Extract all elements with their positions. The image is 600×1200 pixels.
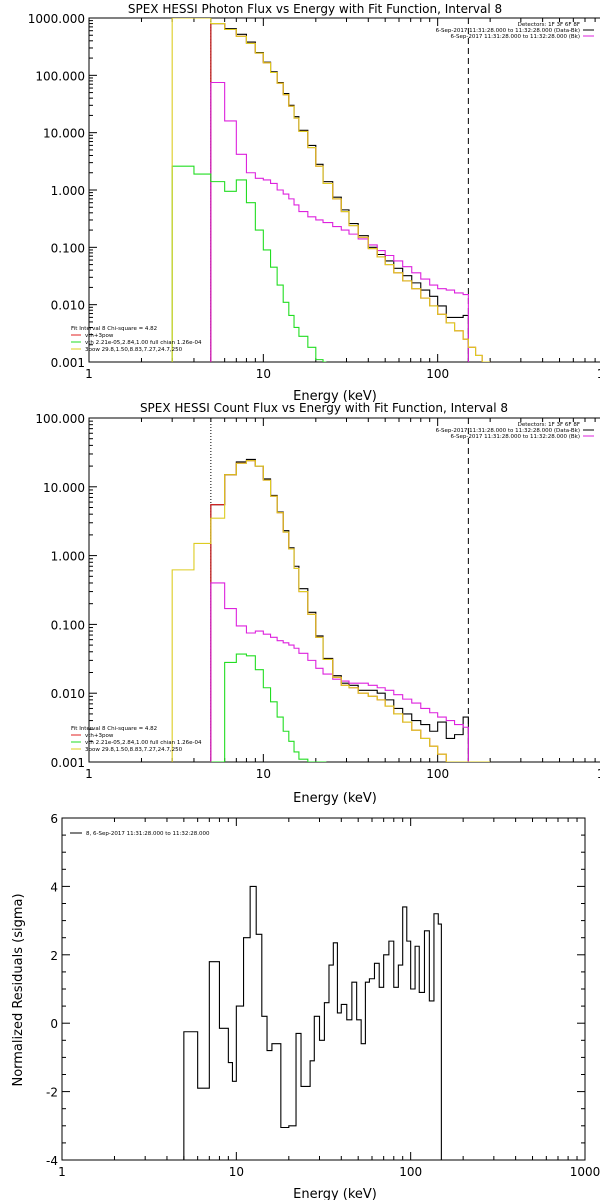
photon-header-legend-text: Detectors: 1F 3F 6F 8F	[518, 22, 580, 28]
count-series-3pow	[171, 460, 491, 762]
photon-fit-legend-text: Fit Interval 8 Chi-square = 4.82	[71, 326, 157, 332]
photon-ytick-label: 1000.000	[28, 12, 85, 26]
photon-series-group	[171, 18, 491, 362]
count-ytick-label: 0.100	[51, 618, 85, 632]
photon-ytick-label: 0.100	[51, 241, 85, 255]
count-fit-legend-text: 3pow 29.8,1.50,8.83,7.27,24.7,250	[85, 747, 183, 753]
count-xtick-label: 10	[256, 767, 271, 781]
photon-header-legend-text: 6-Sep-2017 11:31:28.000 to 11:32:28.000 …	[451, 34, 581, 40]
photon-plot-xlabel: Energy (keV)	[293, 389, 377, 404]
residuals-ytick-label: 0	[50, 1017, 58, 1031]
residuals-plot-ylabel: Normalized Residuals (sigma)	[11, 893, 26, 1086]
count-header-legend-text: Detectors: 1F 3F 6F 8F	[518, 422, 580, 428]
photon-xtick-label: 100	[426, 367, 449, 381]
count-series-group	[171, 458, 491, 762]
count-plot-frame	[88, 417, 600, 763]
residuals-plot-xlabel: Energy (keV)	[293, 1187, 377, 1200]
count-fit-legend-text: vth+3pow	[85, 733, 114, 739]
photon-xtick-label: 1000	[597, 367, 600, 381]
count-fit-legend-text: vth 2.21e-05,2.84,1.00 full chian 1.26e-…	[85, 740, 202, 746]
residuals-ytick-label: -4	[46, 1154, 58, 1168]
residuals-ytick-label: 2	[50, 949, 58, 963]
photon-ytick-label: 10.000	[43, 127, 85, 141]
photon-series-vth	[171, 165, 327, 362]
count-ytick-label: 1.000	[51, 550, 85, 564]
photon-ytick-label: 100.000	[35, 69, 85, 83]
count-plot-xlabel: Energy (keV)	[293, 791, 377, 806]
residuals-xtick-label: 10	[229, 1165, 244, 1179]
photon-xtick-label: 10	[256, 367, 271, 381]
photon-series-6-sep-2017-11-31-28-000-	[210, 81, 469, 362]
count-xtick-label: 100	[426, 767, 449, 781]
count-header-legend-text: 6-Sep-2017 11:31:28.000 to 11:32:28.000 …	[436, 428, 580, 434]
photon-fit-legend-text: vth 2.21e-05,2.84,1.00 full chian 1.26e-…	[85, 340, 202, 346]
photon-ytick-label: 0.010	[51, 299, 85, 313]
residuals-xtick-label: 100	[399, 1165, 422, 1179]
photon-fit-legend-text: vth+3pow	[85, 333, 114, 339]
count-ytick-label: 10.000	[43, 481, 85, 495]
residuals-series-8-6-sep-2017-11-31-28-00	[183, 885, 442, 1160]
photon-series-3pow	[171, 18, 491, 362]
residuals-xtick-label: 1000	[570, 1165, 600, 1179]
photon-fit-legend-text: 3pow 29.8,1.50,8.83,7.27,24.7,250	[85, 347, 183, 353]
count-plot-title: SPEX HESSI Count Flux vs Energy with Fit…	[140, 401, 508, 415]
residuals-series-group	[183, 885, 442, 1160]
residuals-ytick-label: 4	[50, 880, 58, 894]
count-series-6-sep-2017-11-31-28-000-	[210, 582, 469, 762]
residuals-ytick-label: -2	[46, 1086, 58, 1100]
count-header-legend-text: 6-Sep-2017 11:31:28.000 to 11:32:28.000 …	[451, 434, 581, 440]
photon-xtick-label: 1	[85, 367, 93, 381]
count-xtick-label: 1000	[597, 767, 600, 781]
count-ytick-label: 100.000	[35, 412, 85, 426]
count-ytick-label: 0.010	[51, 687, 85, 701]
plot-layer: 11010010000.0010.0100.1001.00010.000100.…	[28, 12, 600, 1179]
count-xtick-label: 1	[85, 767, 93, 781]
photon-plot-title: SPEX HESSI Photon Flux vs Energy with Fi…	[128, 2, 502, 16]
photon-ytick-label: 0.001	[51, 356, 85, 370]
count-fit-legend-text: Fit Interval 8 Chi-square = 4.82	[71, 726, 157, 732]
photon-header-legend-text: 6-Sep-2017 11:31:28.000 to 11:32:28.000 …	[436, 28, 580, 34]
residuals-header-legend-text: 8, 6-Sep-2017 11:31:28.000 to 11:32:28.0…	[86, 831, 210, 837]
count-series-vth	[210, 653, 327, 762]
residuals-xtick-label: 1	[58, 1165, 66, 1179]
count-ytick-label: 0.001	[51, 756, 85, 770]
residuals-ytick-label: 6	[50, 812, 58, 826]
photon-ytick-label: 1.000	[51, 184, 85, 198]
